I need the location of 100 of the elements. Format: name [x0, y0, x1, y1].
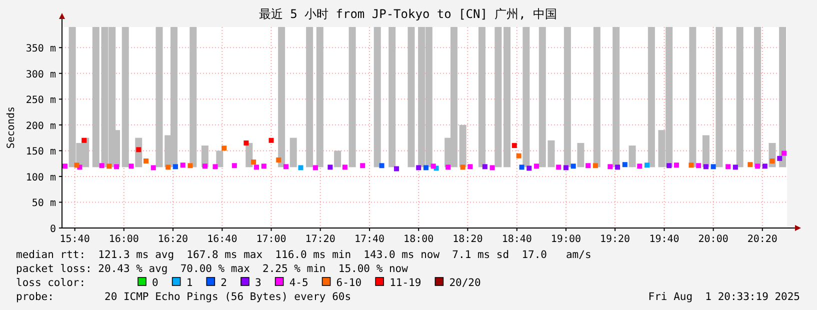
point: [254, 164, 260, 170]
point: [586, 163, 591, 168]
chart-title: 最近 5 小时 from JP-Tokyo to [CN] 广州, 中国: [258, 7, 558, 21]
legend-label: 2: [220, 277, 227, 289]
legend-label: 3: [254, 277, 262, 289]
point: [592, 163, 598, 168]
point: [512, 143, 517, 148]
y-tick-label: 300 m: [26, 69, 56, 80]
point: [608, 164, 613, 170]
point: [563, 165, 568, 170]
point: [482, 164, 488, 170]
point: [188, 163, 193, 168]
point: [490, 165, 495, 170]
point: [674, 162, 679, 168]
text: packet loss: 20.43 % avg 70.00 % max 2.25 % min 15.00 % now: [16, 263, 409, 275]
bar: [754, 27, 762, 168]
bar: [478, 27, 486, 168]
point: [212, 164, 218, 170]
point: [446, 164, 451, 170]
point: [516, 153, 522, 158]
point: [379, 163, 384, 168]
bar: [593, 27, 600, 168]
point: [615, 164, 620, 170]
bar: [316, 27, 324, 168]
point: [703, 164, 708, 170]
bar: [564, 27, 571, 168]
y-tick-label: 250 m: [26, 95, 56, 106]
point: [136, 147, 142, 152]
bar: [306, 27, 314, 168]
bar: [736, 27, 744, 168]
point: [360, 163, 366, 168]
point: [342, 164, 348, 170]
bar: [374, 27, 381, 168]
legend-label: 1: [186, 277, 193, 289]
point: [298, 165, 304, 170]
bar: [216, 150, 224, 168]
point: [232, 163, 237, 168]
point: [106, 164, 112, 169]
bar: [459, 124, 466, 168]
y-tick-label: 150 m: [26, 146, 56, 158]
legend-label: 11-19: [390, 277, 422, 289]
y-tick-label: 350 m: [26, 44, 56, 55]
bar: [522, 27, 530, 168]
point: [430, 164, 436, 169]
point: [726, 164, 731, 170]
point: [128, 164, 134, 169]
x-tick-label: 19:20: [600, 234, 630, 245]
point: [666, 163, 672, 168]
point: [150, 165, 156, 170]
point: [688, 162, 694, 168]
point: [312, 165, 318, 170]
x-tick-label: 20:20: [747, 234, 778, 245]
bar: [408, 27, 415, 168]
point: [74, 162, 80, 168]
point: [268, 138, 274, 143]
legend-label: 4-5: [289, 277, 308, 289]
point: [732, 164, 738, 170]
point: [755, 164, 760, 169]
point: [244, 140, 249, 146]
point: [328, 164, 333, 170]
bar: [278, 27, 286, 168]
text: median rtt: 121.3 ms avg 167.8 ms max 116.0 ms min 143.0 ms now 7.1 ms sd 17.0 am/s: [16, 249, 592, 261]
point: [570, 164, 576, 169]
legend-label: 20/20: [449, 277, 481, 289]
bar: [628, 146, 636, 168]
point: [644, 162, 650, 168]
bar: [122, 27, 129, 168]
bar: [494, 27, 502, 168]
bar: [290, 138, 297, 168]
y-tick-label: 200 m: [26, 120, 56, 132]
x-tick-label: 19:00: [550, 234, 582, 245]
point: [519, 164, 524, 170]
point: [62, 164, 68, 169]
text: Fri Aug 1 20:33:19 2025: [648, 291, 800, 303]
bar: [689, 27, 696, 168]
point: [166, 164, 171, 170]
y-axis-title: Seconds: [6, 106, 17, 149]
point: [748, 162, 753, 168]
point: [460, 164, 466, 170]
legend-label: 6-10: [336, 277, 362, 289]
legend-label: 0: [152, 277, 158, 289]
y-tick-label: 0: [50, 224, 56, 235]
legend-title: loss color:: [16, 277, 86, 289]
point: [276, 157, 282, 162]
x-tick-label: 17:00: [256, 234, 286, 245]
point: [622, 162, 628, 168]
point: [710, 164, 716, 170]
y-tick-label: 100 m: [26, 172, 56, 184]
point: [423, 165, 428, 170]
x-tick-label: 16:40: [207, 234, 238, 245]
point: [114, 164, 120, 170]
bar: [190, 27, 197, 168]
point: [99, 163, 104, 168]
point: [202, 164, 208, 169]
bar: [577, 142, 584, 168]
point: [696, 163, 702, 168]
x-tick-label: 17:40: [354, 234, 385, 245]
bar: [504, 27, 511, 168]
point: [143, 158, 148, 164]
point: [526, 166, 532, 171]
